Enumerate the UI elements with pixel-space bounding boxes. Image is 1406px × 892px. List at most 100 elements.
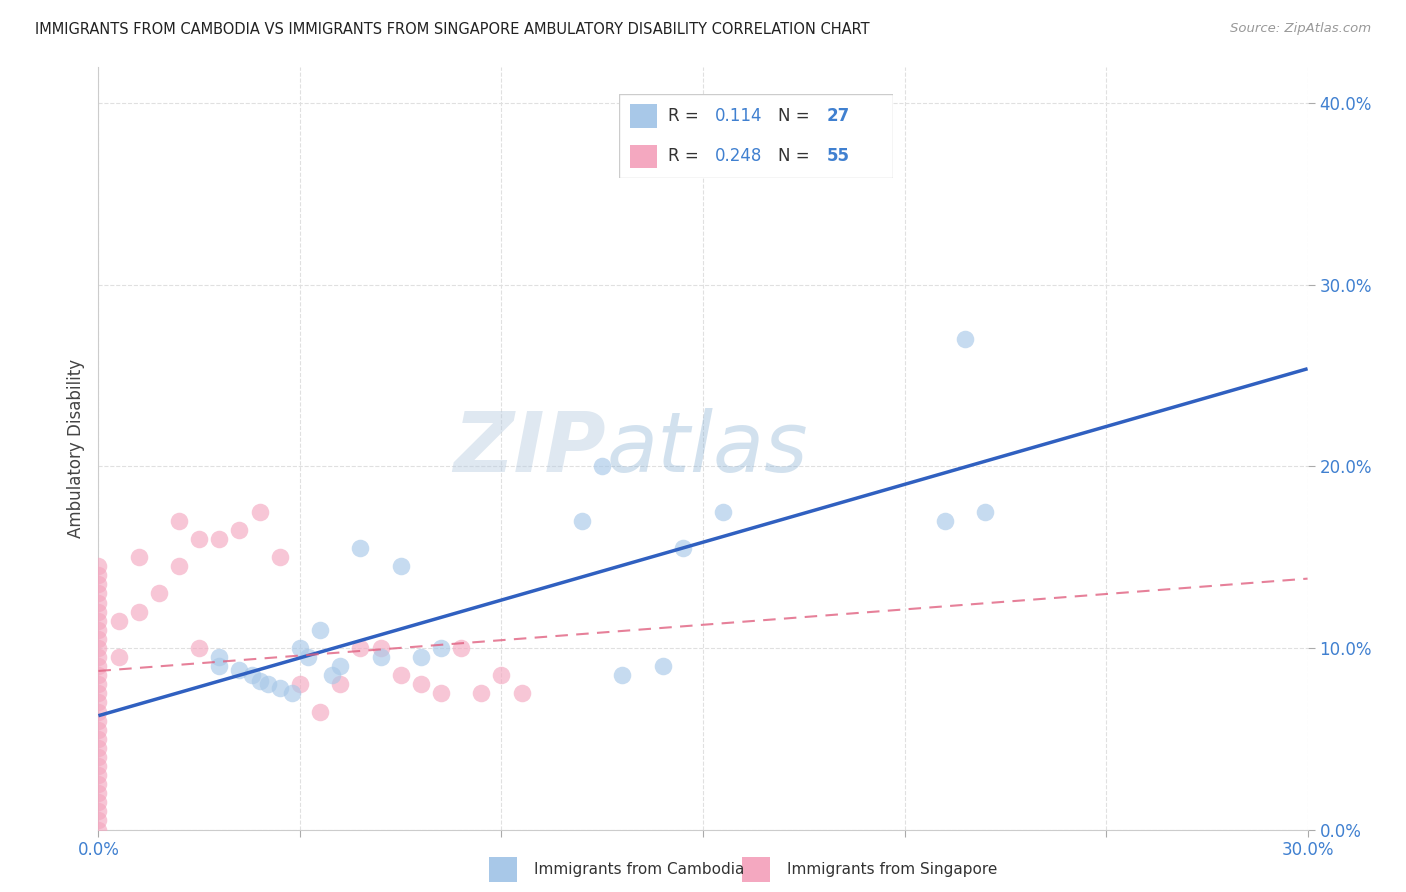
Bar	[489, 857, 517, 882]
Point	[167, 559, 190, 574]
Point	[87, 623, 110, 637]
Point	[208, 650, 231, 665]
Point	[288, 640, 311, 655]
Text: Immigrants from Cambodia: Immigrants from Cambodia	[534, 863, 745, 877]
Point	[87, 632, 110, 646]
Point	[87, 605, 110, 619]
Point	[87, 677, 110, 691]
Point	[128, 605, 150, 619]
Point	[389, 668, 412, 682]
Bar	[630, 103, 657, 128]
Point	[87, 795, 110, 809]
Point	[87, 723, 110, 737]
Point	[87, 686, 110, 700]
Point	[288, 677, 311, 691]
Point	[612, 668, 634, 682]
Point	[87, 577, 110, 591]
Point	[329, 677, 352, 691]
Point	[450, 640, 472, 655]
Point	[430, 640, 453, 655]
Point	[87, 668, 110, 682]
Point	[167, 514, 190, 528]
Text: 0.248: 0.248	[714, 147, 762, 165]
Point	[297, 650, 319, 665]
Point	[87, 695, 110, 709]
Point	[87, 640, 110, 655]
Bar	[742, 857, 770, 882]
Point	[571, 514, 593, 528]
Point	[370, 650, 392, 665]
Text: atlas: atlas	[606, 408, 808, 489]
Point	[249, 673, 271, 688]
Text: IMMIGRANTS FROM CAMBODIA VS IMMIGRANTS FROM SINGAPORE AMBULATORY DISABILITY CORR: IMMIGRANTS FROM CAMBODIA VS IMMIGRANTS F…	[35, 22, 870, 37]
Point	[87, 586, 110, 600]
Point	[711, 505, 734, 519]
Text: N =: N =	[778, 107, 810, 125]
Point	[228, 523, 250, 537]
Point	[269, 550, 291, 565]
Point	[87, 650, 110, 665]
Text: R =: R =	[668, 107, 699, 125]
Point	[87, 731, 110, 746]
Text: ZIP: ZIP	[454, 408, 606, 489]
Point	[974, 505, 997, 519]
Point	[953, 332, 976, 346]
Point	[329, 659, 352, 673]
Point	[87, 596, 110, 610]
Point	[208, 532, 231, 546]
Text: Immigrants from Singapore: Immigrants from Singapore	[787, 863, 998, 877]
Text: N =: N =	[778, 147, 810, 165]
Point	[87, 768, 110, 782]
Point	[470, 686, 492, 700]
Point	[281, 686, 304, 700]
Y-axis label: Ambulatory Disability: Ambulatory Disability	[66, 359, 84, 538]
Point	[309, 623, 332, 637]
Point	[87, 714, 110, 728]
Point	[256, 677, 278, 691]
Point	[148, 586, 170, 600]
Point	[228, 663, 250, 677]
Text: R =: R =	[668, 147, 699, 165]
Point	[269, 681, 291, 695]
Point	[87, 740, 110, 755]
Point	[87, 659, 110, 673]
Point	[321, 668, 343, 682]
Text: Source: ZipAtlas.com: Source: ZipAtlas.com	[1230, 22, 1371, 36]
Point	[370, 640, 392, 655]
Point	[672, 541, 695, 555]
Point	[107, 650, 129, 665]
Point	[491, 668, 513, 682]
Point	[87, 786, 110, 800]
Point	[128, 550, 150, 565]
Point	[349, 640, 371, 655]
Point	[87, 614, 110, 628]
Text: 0.114: 0.114	[714, 107, 762, 125]
Point	[87, 705, 110, 719]
Point	[87, 805, 110, 819]
Point	[249, 505, 271, 519]
Point	[188, 640, 211, 655]
Point	[87, 559, 110, 574]
Point	[510, 686, 533, 700]
Point	[87, 822, 110, 837]
Point	[107, 614, 129, 628]
Point	[309, 705, 332, 719]
Point	[389, 559, 412, 574]
Point	[87, 750, 110, 764]
Point	[651, 659, 673, 673]
Point	[430, 686, 453, 700]
Point	[409, 677, 432, 691]
Point	[87, 759, 110, 773]
Point	[188, 532, 211, 546]
Point	[934, 514, 956, 528]
Point	[87, 777, 110, 791]
Bar	[630, 145, 657, 169]
Point	[208, 659, 231, 673]
Point	[349, 541, 371, 555]
Point	[591, 459, 613, 474]
Text: 27: 27	[827, 107, 851, 125]
Point	[409, 650, 432, 665]
Point	[87, 814, 110, 828]
Text: 55: 55	[827, 147, 851, 165]
Point	[87, 568, 110, 582]
